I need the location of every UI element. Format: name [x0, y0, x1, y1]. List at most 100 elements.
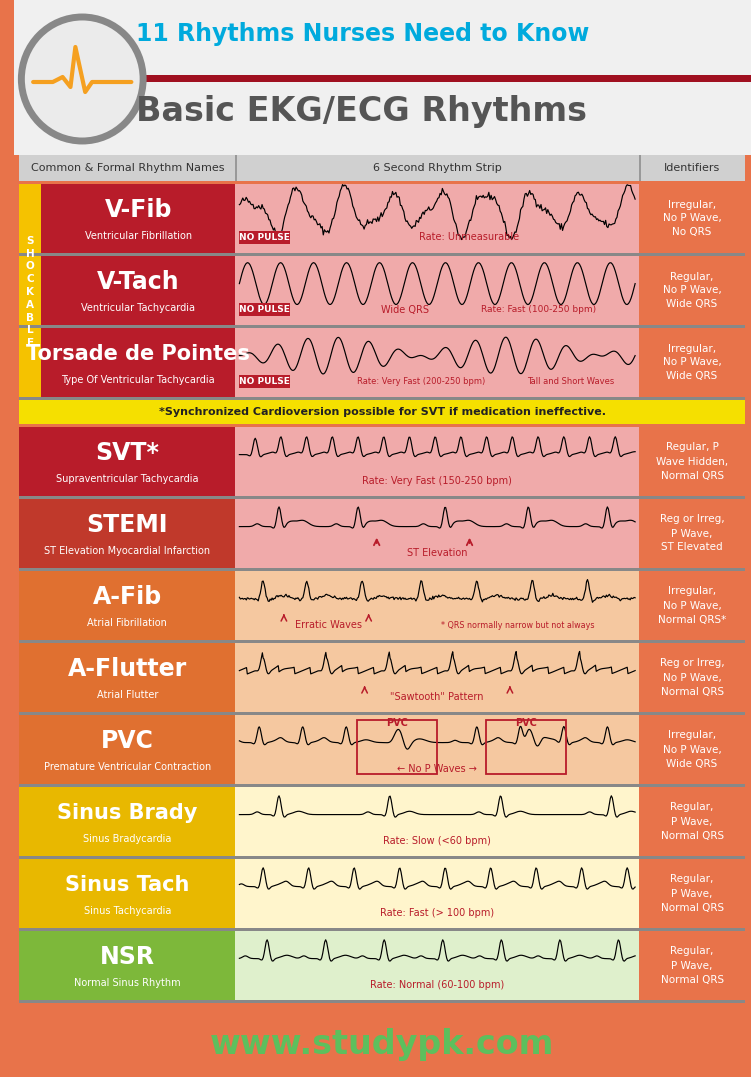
Text: Wide QRS: Wide QRS: [381, 305, 429, 314]
Bar: [236, 787, 639, 856]
Text: Irregular,
No P Wave,
Normal QRS*: Irregular, No P Wave, Normal QRS*: [658, 587, 726, 625]
Bar: [20, 184, 41, 400]
Bar: [20, 496, 745, 499]
Bar: [236, 931, 639, 1001]
Bar: [639, 328, 745, 397]
Text: S
H
O
C
K
A
B
L
E: S H O C K A B L E: [26, 236, 35, 348]
Bar: [357, 719, 437, 773]
Text: Regular,
P Wave,
Normal QRS: Regular, P Wave, Normal QRS: [661, 802, 724, 840]
Text: Premature Ventricular Contraction: Premature Ventricular Contraction: [44, 761, 211, 772]
Text: Rate: Normal (60-100 bpm): Rate: Normal (60-100 bpm): [370, 980, 505, 990]
Bar: [20, 856, 745, 859]
Bar: [639, 426, 745, 496]
Text: Rate: Very Fast (150-250 bpm): Rate: Very Fast (150-250 bpm): [362, 476, 512, 486]
Text: Rate: Unmeasurable: Rate: Unmeasurable: [420, 233, 520, 242]
Text: Sinus Bradycardia: Sinus Bradycardia: [83, 834, 172, 843]
Bar: [41, 256, 236, 325]
Text: Regular,
No P Wave,
Wide QRS: Regular, No P Wave, Wide QRS: [662, 271, 722, 309]
Text: Sinus Brady: Sinus Brady: [57, 802, 198, 823]
Bar: [236, 328, 639, 397]
Text: V-Tach: V-Tach: [97, 269, 179, 294]
Bar: [20, 253, 745, 256]
Bar: [236, 571, 639, 640]
Bar: [639, 184, 745, 253]
Bar: [20, 928, 745, 931]
Text: ST Elevation Myocardial Infarction: ST Elevation Myocardial Infarction: [44, 546, 210, 556]
Text: Regular,
P Wave,
Normal QRS: Regular, P Wave, Normal QRS: [661, 947, 724, 984]
Text: V-Fib: V-Fib: [104, 197, 172, 222]
Bar: [41, 184, 236, 253]
Text: Rate: Slow (<60 bpm): Rate: Slow (<60 bpm): [383, 836, 491, 847]
Bar: [639, 931, 745, 1001]
Bar: [639, 643, 745, 712]
Text: 6 Second Rhythm Strip: 6 Second Rhythm Strip: [373, 163, 502, 173]
Text: Erratic Waves: Erratic Waves: [295, 620, 362, 630]
Text: NO PULSE: NO PULSE: [240, 305, 291, 314]
Text: Rate: Very Fast (200-250 bpm): Rate: Very Fast (200-250 bpm): [357, 377, 485, 386]
Bar: [20, 571, 236, 640]
Bar: [639, 256, 745, 325]
Text: Basic EKG/ECG Rhythms: Basic EKG/ECG Rhythms: [136, 95, 587, 128]
Text: www.studypk.com: www.studypk.com: [210, 1029, 554, 1061]
Text: Irregular,
No P Wave,
Wide QRS: Irregular, No P Wave, Wide QRS: [662, 730, 722, 769]
Text: Ventricular Tachycardia: Ventricular Tachycardia: [81, 303, 195, 312]
Bar: [240, 230, 291, 244]
Bar: [639, 787, 745, 856]
Bar: [20, 325, 745, 328]
Text: NSR: NSR: [100, 945, 155, 968]
Bar: [236, 426, 639, 496]
Text: PVC: PVC: [515, 717, 537, 728]
Bar: [639, 859, 745, 928]
Text: Atrial Flutter: Atrial Flutter: [97, 689, 158, 700]
Text: Rate: Fast (100-250 bpm): Rate: Fast (100-250 bpm): [481, 305, 596, 314]
Bar: [20, 499, 236, 568]
Bar: [236, 643, 639, 712]
Text: Irregular,
No P Wave,
Wide QRS: Irregular, No P Wave, Wide QRS: [662, 344, 722, 381]
Text: Type Of Ventricular Tachycardia: Type Of Ventricular Tachycardia: [62, 375, 215, 384]
Text: Tall and Short Waves: Tall and Short Waves: [526, 377, 614, 386]
Bar: [20, 643, 236, 712]
Bar: [20, 784, 745, 787]
Bar: [41, 328, 236, 397]
Bar: [20, 859, 236, 928]
Text: Torsade de Pointes: Torsade de Pointes: [26, 344, 250, 364]
Bar: [240, 375, 291, 388]
Bar: [20, 1001, 745, 1003]
Bar: [20, 715, 236, 784]
Text: Rate: Fast (> 100 bpm): Rate: Fast (> 100 bpm): [380, 908, 494, 918]
Text: A-Fib: A-Fib: [93, 585, 162, 609]
Text: NO PULSE: NO PULSE: [240, 377, 291, 386]
Text: Normal Sinus Rhythm: Normal Sinus Rhythm: [74, 978, 181, 988]
Bar: [639, 571, 745, 640]
Bar: [20, 712, 745, 715]
Bar: [20, 931, 236, 1001]
Bar: [486, 719, 566, 773]
Text: Reg or Irreg,
No P Wave,
Normal QRS: Reg or Irreg, No P Wave, Normal QRS: [660, 658, 725, 697]
Text: PVC: PVC: [101, 728, 154, 753]
Text: STEMI: STEMI: [86, 513, 168, 536]
Text: Ventricular Fibrillation: Ventricular Fibrillation: [85, 230, 192, 241]
Text: 11 Rhythms Nurses Need to Know: 11 Rhythms Nurses Need to Know: [136, 22, 590, 46]
Text: Irregular,
No P Wave,
No QRS: Irregular, No P Wave, No QRS: [662, 199, 722, 238]
Text: "Sawtooth" Pattern: "Sawtooth" Pattern: [391, 693, 484, 702]
Bar: [20, 568, 745, 571]
Text: A-Flutter: A-Flutter: [68, 657, 187, 681]
Bar: [20, 400, 745, 424]
Bar: [236, 155, 237, 181]
Bar: [20, 426, 236, 496]
Text: Atrial Fibrillation: Atrial Fibrillation: [87, 618, 167, 628]
Text: Supraventricular Tachycardia: Supraventricular Tachycardia: [56, 474, 199, 484]
Bar: [20, 787, 236, 856]
Bar: [14, 1012, 751, 1077]
Text: NO PULSE: NO PULSE: [240, 233, 291, 242]
Bar: [639, 155, 641, 181]
Bar: [236, 256, 639, 325]
Bar: [236, 499, 639, 568]
Bar: [236, 715, 639, 784]
Text: * QRS normally narrow but not always: * QRS normally narrow but not always: [442, 620, 595, 629]
Bar: [236, 184, 639, 253]
Circle shape: [21, 17, 143, 141]
Bar: [20, 155, 745, 181]
Text: Regular,
P Wave,
Normal QRS: Regular, P Wave, Normal QRS: [661, 875, 724, 912]
Text: PVC: PVC: [386, 717, 408, 728]
